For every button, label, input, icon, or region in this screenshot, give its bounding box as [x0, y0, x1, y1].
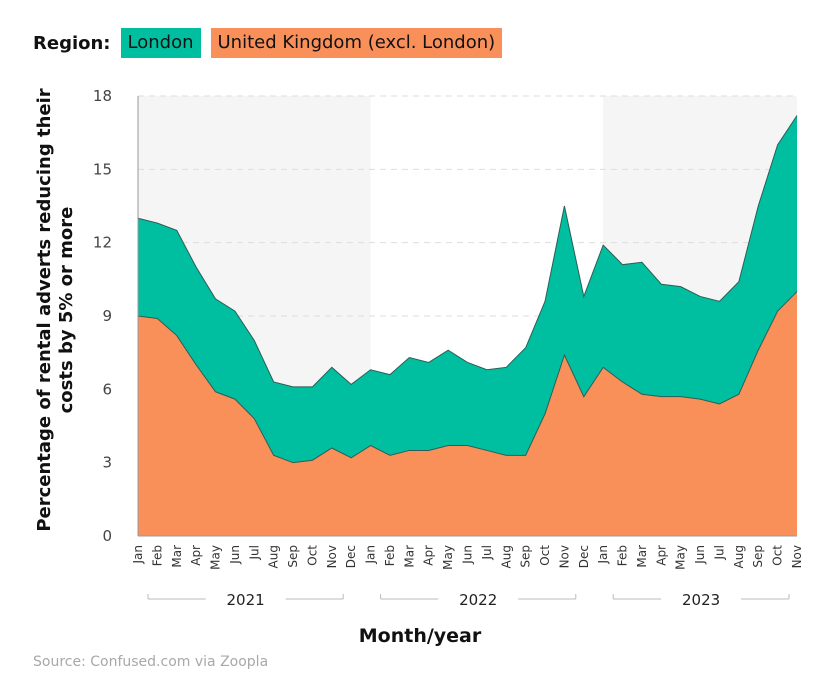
x-tick-label: Jan [596, 545, 610, 565]
x-tick-label: Jun [228, 545, 242, 565]
x-tick-label: May [674, 545, 688, 570]
year-label: 2022 [459, 591, 497, 609]
x-tick-label: Feb [150, 545, 164, 566]
year-label: 2023 [682, 591, 720, 609]
x-tick-label: Dec [344, 545, 358, 568]
x-tick-label: Mar [170, 545, 184, 568]
y-tick-label: 6 [102, 380, 112, 398]
x-tick-label: Mar [402, 545, 416, 568]
source-note: Source: Confused.com via Zoopla [33, 654, 269, 670]
y-tick-label: 0 [102, 527, 112, 545]
x-tick-label: Jun [461, 545, 475, 565]
x-tick-label: Jan [131, 545, 145, 565]
x-tick-label: Nov [790, 545, 804, 568]
y-tick-label: 15 [93, 160, 112, 178]
y-tick-label: 9 [102, 307, 112, 325]
x-tick-label: Aug [499, 545, 513, 568]
x-tick-label: Sep [751, 545, 765, 568]
x-tick-label: Jun [693, 545, 707, 565]
legend-item-uk: United Kingdom (excl. London) [210, 28, 503, 58]
x-tick-label: Jul [712, 545, 726, 560]
area-uk [138, 291, 797, 536]
x-axis-title: Month/year [359, 625, 482, 647]
legend: Region: London United Kingdom (excl. Lon… [33, 28, 512, 58]
y-tick-label: 3 [102, 454, 112, 472]
line-london [137, 115, 798, 388]
x-tick-label: Oct [538, 545, 552, 566]
x-tick-label: Feb [616, 545, 630, 566]
year-label: 2021 [227, 591, 265, 609]
x-tick-label: Jul [247, 545, 261, 560]
x-tick-label: Jan [364, 545, 378, 565]
x-tick-label: May [209, 545, 223, 570]
x-tick-label: Feb [383, 545, 397, 566]
x-tick-label: Mar [635, 545, 649, 568]
x-tick-label: Oct [305, 545, 319, 566]
x-tick-label: Dec [577, 545, 591, 568]
x-tick-label: Nov [325, 545, 339, 568]
x-tick-label: Aug [267, 545, 281, 568]
legend-title: Region: [33, 32, 111, 54]
x-tick-label: Apr [422, 545, 436, 566]
x-tick-label: Sep [519, 545, 533, 568]
y-tick-label: 12 [93, 234, 112, 252]
x-tick-label: Jul [480, 545, 494, 560]
x-tick-label: Aug [732, 545, 746, 568]
x-tick-label: Oct [771, 545, 785, 566]
x-tick-label: Nov [557, 545, 571, 568]
x-tick-label: Apr [654, 545, 668, 566]
x-tick-label: Apr [189, 545, 203, 566]
x-tick-label: May [441, 545, 455, 570]
y-axis-title: Percentage of rental adverts reducing th… [34, 88, 77, 531]
line-uk [137, 291, 798, 464]
legend-item-london: London [120, 28, 201, 58]
y-tick-label: 18 [93, 87, 112, 105]
x-tick-label: Sep [286, 545, 300, 568]
